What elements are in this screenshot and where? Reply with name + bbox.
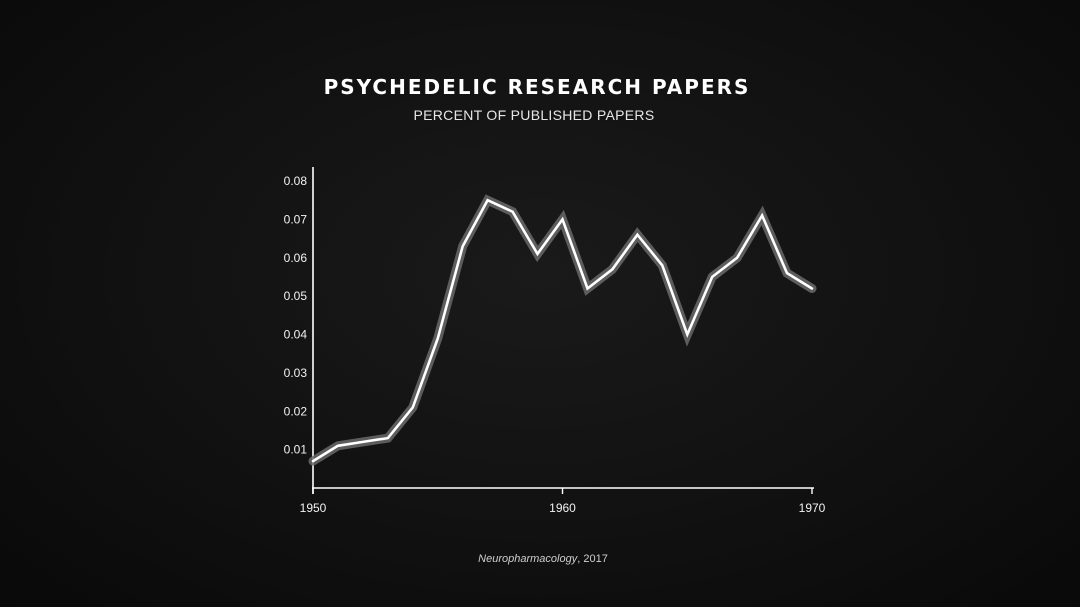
x-tick-label: 1960 [549, 501, 576, 515]
source-note: Neuropharmacology, 2017 [0, 553, 1080, 565]
source-journal: Neuropharmacology [478, 553, 578, 565]
y-tick-label: 0.03 [284, 366, 308, 380]
y-tick-label: 0.04 [284, 328, 308, 342]
series-line-group [308, 194, 817, 466]
y-tick-label: 0.01 [284, 443, 308, 457]
source-year: , 2017 [577, 553, 608, 565]
y-tick-label: 0.07 [284, 212, 308, 226]
y-tick-label: 0.08 [284, 174, 308, 188]
series-line-glow [308, 194, 817, 466]
x-tick-label: 1970 [799, 501, 826, 515]
tick-labels: 0.01 0.02 0.03 0.04 0.05 0.06 0.07 0.08 1950 1960… [284, 174, 826, 515]
y-tick-label: 0.02 [284, 404, 308, 418]
y-tick-label: 0.06 [284, 251, 308, 265]
x-tick-label: 1950 [300, 501, 327, 515]
y-tick-label: 0.05 [284, 289, 308, 303]
chart-title: PSYCHEDELIC RESEARCH PAPERS [323, 75, 751, 99]
chart-subtitle: PERCENT OF PUBLISHED PAPERS [413, 107, 655, 123]
series-line [311, 198, 814, 463]
